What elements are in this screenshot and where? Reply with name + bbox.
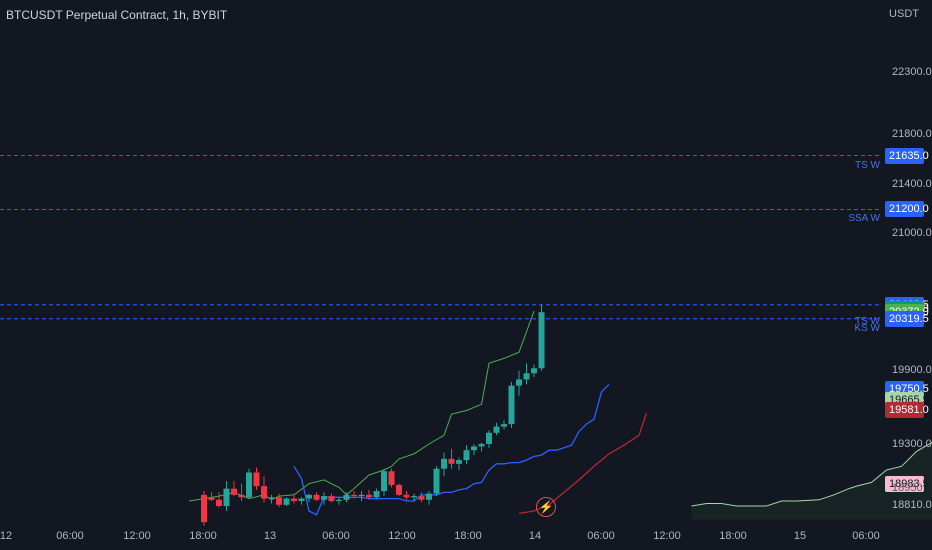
flash-icon[interactable]: ⚡ <box>536 497 556 517</box>
candle-body <box>291 498 297 502</box>
price-tag: 21635.0 <box>885 147 929 164</box>
x-tick-label: 15 <box>793 530 807 542</box>
candle-body <box>403 494 410 498</box>
candle-body <box>388 471 395 485</box>
kumo-cloud <box>691 442 932 520</box>
candle-body <box>516 379 522 386</box>
y-tick-label: 18950 <box>892 481 923 494</box>
candle-body <box>276 497 282 505</box>
candle-body <box>246 472 252 498</box>
candle-body <box>373 491 380 498</box>
candle-body <box>531 368 537 374</box>
candle-body <box>283 498 290 505</box>
candle-body <box>201 494 207 523</box>
x-tick-label: 06:00 <box>587 530 615 542</box>
candle-body <box>538 312 545 369</box>
x-tick-label: 06:00 <box>322 530 350 542</box>
candle-body <box>358 494 365 497</box>
candle-body <box>231 488 237 495</box>
candle-body <box>366 494 372 498</box>
candle-body <box>351 494 357 497</box>
candle-body <box>313 494 320 500</box>
candle-body <box>456 460 462 464</box>
senkou-span-a-line <box>691 441 932 507</box>
price-tag: 21200.0 <box>885 201 929 218</box>
x-tick-label: 13 <box>263 530 277 542</box>
candle-body <box>478 443 485 447</box>
currency-label: USDT <box>889 8 919 20</box>
candle-body <box>306 494 312 499</box>
x-tick-label: 12:00 <box>388 530 416 542</box>
x-tick-label: 06:00 <box>852 530 880 542</box>
line-label: TS W <box>855 159 880 171</box>
x-tick-label: 18:00 <box>454 530 482 542</box>
candle-body <box>441 458 447 469</box>
x-tick-label: 12:00 <box>123 530 151 542</box>
candle-body <box>321 496 327 500</box>
x-tick-label: 12:00 <box>653 530 681 542</box>
candle-body <box>223 488 230 506</box>
y-tick-label: 21000.0 <box>892 227 932 240</box>
y-tick-label: 21400.0 <box>892 177 932 190</box>
candle-body <box>253 472 260 487</box>
candle-body <box>411 496 417 498</box>
candle-body <box>396 484 402 495</box>
x-tick-label: 12 <box>0 530 13 542</box>
line-label: SSA W <box>848 213 880 225</box>
candle-body <box>448 458 455 464</box>
y-tick-label: 22300.0 <box>892 66 932 78</box>
candle-body <box>501 424 507 427</box>
candle-body <box>418 496 425 500</box>
candle-body <box>328 496 335 502</box>
candle-body <box>508 385 515 425</box>
candle-body <box>343 494 350 500</box>
candle-body <box>261 486 267 499</box>
candle-body <box>471 446 477 451</box>
chart-title: BTCUSDT Perpetual Contract, 1h, BYBIT <box>6 8 228 22</box>
lagging-span-line <box>188 311 535 502</box>
candle-body <box>523 373 530 380</box>
candle-body <box>493 426 500 433</box>
price-tag: 19581.0 <box>885 402 929 419</box>
price-tag: 18983.5 <box>885 476 929 493</box>
x-tick-label: 06:00 <box>56 530 84 542</box>
x-tick-label: 18:00 <box>189 530 217 542</box>
line-label: KS W <box>854 322 880 334</box>
candle-body <box>268 497 275 499</box>
y-tick-label: 19300.0 <box>892 438 932 451</box>
candle-body <box>238 494 245 498</box>
candle-body <box>208 497 215 500</box>
price-tag: 20319.5 <box>885 310 929 327</box>
candle-body <box>298 498 305 502</box>
candle-body <box>433 468 440 494</box>
candle-body <box>486 432 492 444</box>
x-tick-label: 18:00 <box>719 530 747 542</box>
candle-body <box>463 450 470 461</box>
line-label: TS W <box>855 316 880 328</box>
candle-body <box>381 471 387 492</box>
y-tick-label: 21800.0 <box>892 128 932 141</box>
x-tick-label: 14 <box>528 530 542 542</box>
candle-body <box>216 499 222 506</box>
candle-body <box>426 493 432 500</box>
y-tick-label: 18810.0 <box>892 499 932 511</box>
candle-body <box>336 499 342 502</box>
y-tick-label: 19900.0 <box>892 363 932 376</box>
